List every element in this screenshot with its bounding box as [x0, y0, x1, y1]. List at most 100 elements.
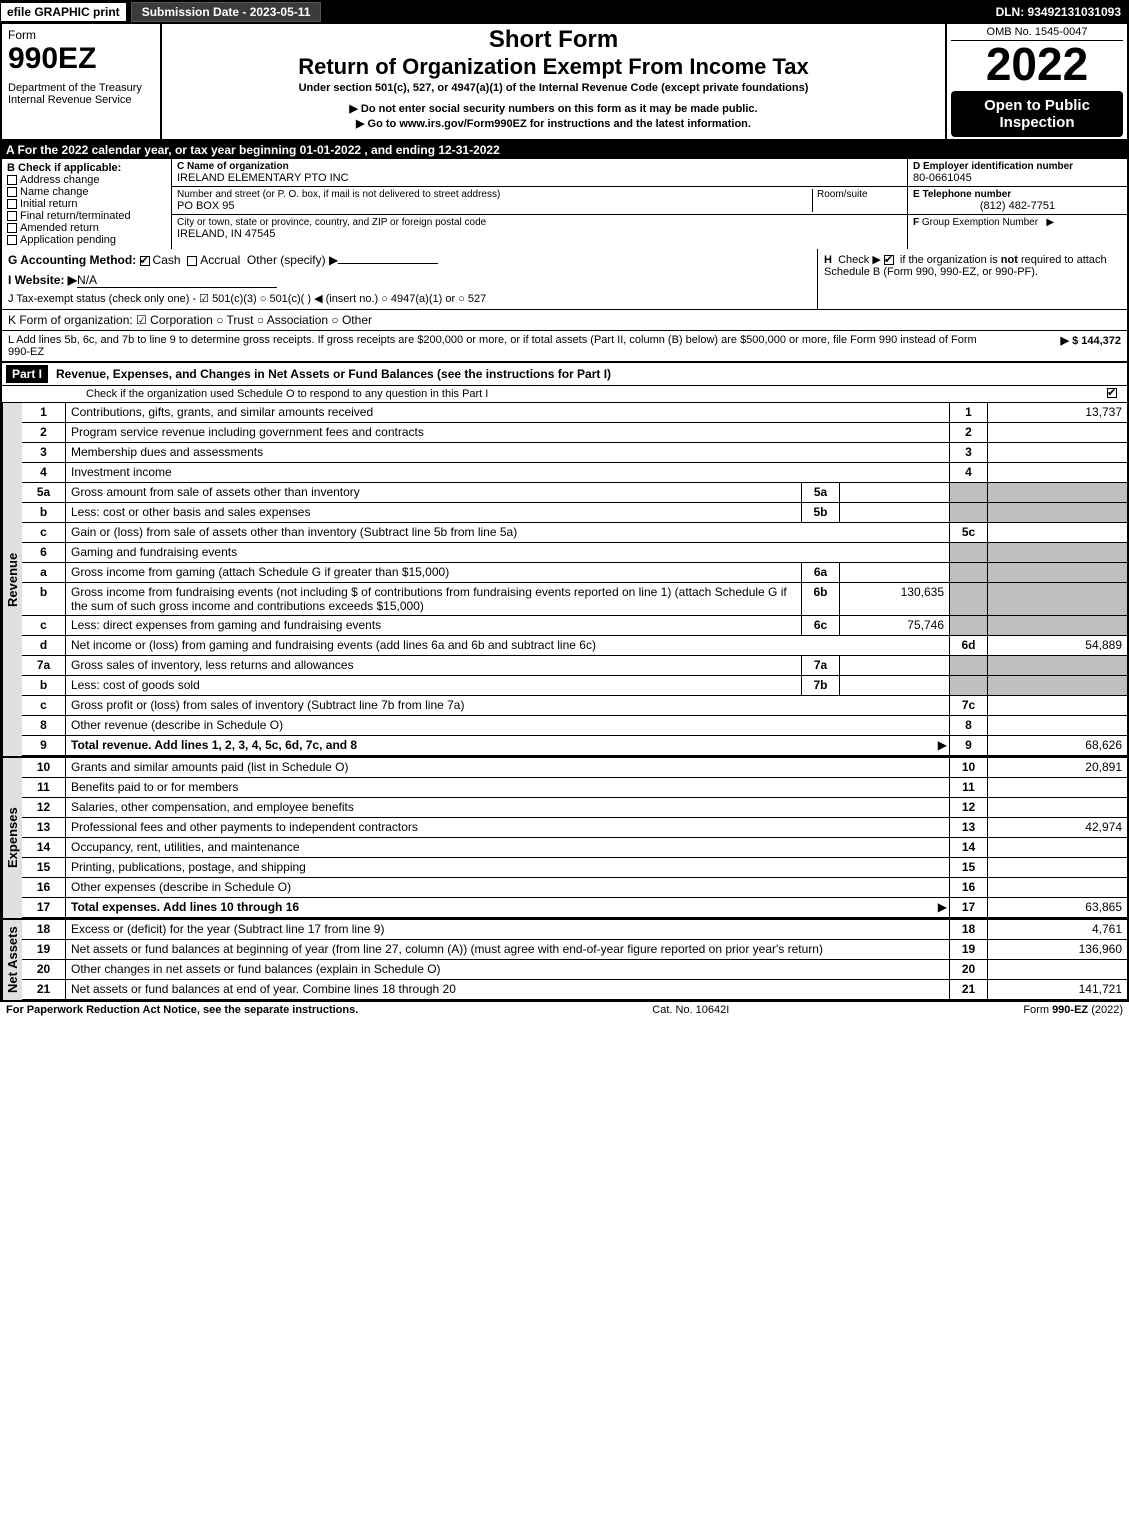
checkbox-accrual[interactable] [187, 256, 197, 266]
sub-amount [839, 656, 949, 675]
line-col: 4 [949, 463, 987, 482]
ein-value: 80-0661045 [913, 172, 1122, 184]
open-public-badge: Open to Public Inspection [951, 91, 1123, 137]
line-desc: Net income or (loss) from gaming and fun… [66, 636, 949, 655]
sub-amount [839, 503, 949, 522]
line-num: c [22, 523, 66, 542]
checkbox-address-change[interactable] [7, 175, 17, 185]
amount-col [987, 878, 1127, 897]
line-row-2: 2Program service revenue including gover… [22, 423, 1127, 443]
main-title: Return of Organization Exempt From Incom… [168, 54, 939, 80]
line-num: 18 [22, 920, 66, 939]
amount-col [987, 523, 1127, 542]
tax-year: 2022 [951, 41, 1123, 87]
section-a-period: A For the 2022 calendar year, or tax yea… [0, 141, 1129, 159]
shaded-cell [987, 616, 1127, 635]
line-col: 2 [949, 423, 987, 442]
line-desc: Total revenue. Add lines 1, 2, 3, 4, 5c,… [66, 736, 929, 755]
i-label: I Website: ▶ [8, 273, 77, 287]
line-desc: Salaries, other compensation, and employ… [66, 798, 949, 817]
line-row-17: 17Total expenses. Add lines 10 through 1… [22, 898, 1127, 918]
line-num: 17 [22, 898, 66, 917]
footer-pra: For Paperwork Reduction Act Notice, see … [6, 1004, 358, 1016]
line-row-20: 20Other changes in net assets or fund ba… [22, 960, 1127, 980]
line-row-11: 11Benefits paid to or for members11 [22, 778, 1127, 798]
amount-col: 13,737 [987, 403, 1127, 422]
line-desc: Net assets or fund balances at end of ye… [66, 980, 949, 999]
line-col: 15 [949, 858, 987, 877]
shaded-cell [987, 583, 1127, 615]
dept: Department of the Treasury [8, 82, 154, 94]
line-col: 12 [949, 798, 987, 817]
line-num: 12 [22, 798, 66, 817]
arrow-icon: ▶ [929, 898, 949, 917]
netassets-vlabel: Net Assets [2, 920, 22, 1000]
line-num: 1 [22, 403, 66, 422]
line-row-9: 9Total revenue. Add lines 1, 2, 3, 4, 5c… [22, 736, 1127, 756]
sub-amount: 75,746 [839, 616, 949, 635]
netassets-section: Net Assets 18Excess or (deficit) for the… [0, 918, 1129, 1002]
line-num: b [22, 503, 66, 522]
line-desc: Total expenses. Add lines 10 through 16 [66, 898, 929, 917]
sub-label: 7a [801, 656, 839, 675]
line-col: 21 [949, 980, 987, 999]
page-footer: For Paperwork Reduction Act Notice, see … [0, 1002, 1129, 1018]
line-col: 3 [949, 443, 987, 462]
h-label: H [824, 254, 832, 266]
line-num: 5a [22, 483, 66, 502]
line-row-c: cGross profit or (loss) from sales of in… [22, 696, 1127, 716]
line-num: a [22, 563, 66, 582]
line-col: 6d [949, 636, 987, 655]
amount-col: 63,865 [987, 898, 1127, 917]
amount-col: 141,721 [987, 980, 1127, 999]
amount-col: 42,974 [987, 818, 1127, 837]
checkbox-schedule-o[interactable] [1107, 388, 1117, 398]
amount-col [987, 960, 1127, 979]
line-num: 20 [22, 960, 66, 979]
line-row-15: 15Printing, publications, postage, and s… [22, 858, 1127, 878]
amount-col [987, 716, 1127, 735]
shaded-cell [949, 583, 987, 615]
line-desc: Less: cost of goods sold [66, 676, 801, 695]
line-col: 18 [949, 920, 987, 939]
line-desc: Contributions, gifts, grants, and simila… [66, 403, 949, 422]
line-row-10: 10Grants and similar amounts paid (list … [22, 758, 1127, 778]
line-row-1: 1Contributions, gifts, grants, and simil… [22, 403, 1127, 423]
line-num: 6 [22, 543, 66, 562]
g-label: G Accounting Method: [8, 253, 136, 267]
line-col: 7c [949, 696, 987, 715]
shaded-cell [987, 503, 1127, 522]
other-specify-line[interactable] [338, 263, 438, 264]
line-row-b: bLess: cost of goods sold7b [22, 676, 1127, 696]
line-num: 21 [22, 980, 66, 999]
checkbox-amended-return[interactable] [7, 223, 17, 233]
line-col: 13 [949, 818, 987, 837]
sub-label: 6b [801, 583, 839, 615]
topbar: efile GRAPHIC print Submission Date - 20… [0, 0, 1129, 24]
line-col: 14 [949, 838, 987, 857]
amount-col [987, 858, 1127, 877]
checkbox-application-pending[interactable] [7, 235, 17, 245]
line-row-18: 18Excess or (deficit) for the year (Subt… [22, 920, 1127, 940]
goto-link[interactable]: ▶ Go to www.irs.gov/Form990EZ for instru… [168, 117, 939, 130]
efile-print[interactable]: efile GRAPHIC print [0, 2, 127, 22]
sub-label: 6a [801, 563, 839, 582]
shaded-cell [949, 656, 987, 675]
line-desc: Net assets or fund balances at beginning… [66, 940, 949, 959]
line-col: 10 [949, 758, 987, 777]
line-row-6: 6Gaming and fundraising events [22, 543, 1127, 563]
short-form-title: Short Form [168, 26, 939, 54]
sub-label: 5b [801, 503, 839, 522]
checkbox-schedule-b[interactable] [884, 255, 894, 265]
checkbox-initial-return[interactable] [7, 199, 17, 209]
shaded-cell [949, 676, 987, 695]
line-num: 7a [22, 656, 66, 675]
checkbox-final-return[interactable] [7, 211, 17, 221]
line-num: c [22, 696, 66, 715]
footer-cat: Cat. No. 10642I [652, 1004, 729, 1016]
k-form-org: K Form of organization: ☑ Corporation ○ … [0, 310, 1129, 331]
checkbox-name-change[interactable] [7, 187, 17, 197]
shaded-cell [987, 656, 1127, 675]
checkbox-cash[interactable] [140, 256, 150, 266]
street-label: Number and street (or P. O. box, if mail… [177, 189, 812, 200]
